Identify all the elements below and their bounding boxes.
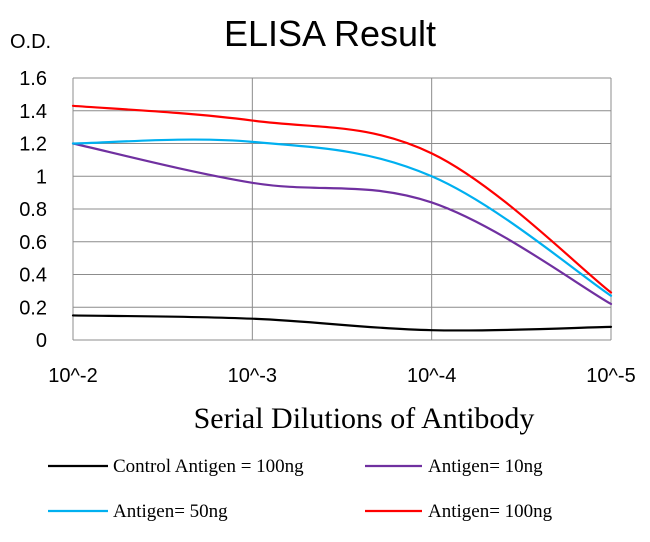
- y-tick-label: 0.4: [19, 265, 47, 287]
- y-tick-label: 1.2: [19, 134, 47, 156]
- x-tick-label: 10^-3: [228, 365, 277, 387]
- legend: Control Antigen = 100ng Antigen= 10ng Anti…: [48, 456, 553, 522]
- series-line-1: [71, 314, 613, 332]
- series-line-2: [71, 142, 613, 306]
- legend-label-1: Control Antigen = 100ng: [113, 456, 304, 477]
- series-line-3: [71, 138, 613, 297]
- y-tick-label: 0: [36, 330, 47, 352]
- x-tick-label: 10^-2: [48, 365, 97, 387]
- x-tick-label: 10^-4: [407, 365, 456, 387]
- legend-label-4: Antigen= 100ng: [428, 501, 553, 522]
- series-line-4: [71, 104, 613, 294]
- plot-area: 0 0.2 0.4 0.6 0.8 1 1.2 1.4 1.6 10^-2 10^-3 10^-4 10…: [19, 68, 636, 387]
- legend-label-2: Antigen= 10ng: [428, 456, 543, 477]
- y-tick-label: 1.6: [19, 68, 47, 90]
- x-tick-label: 10^-5: [586, 365, 635, 387]
- y-axis-label: O.D.: [10, 31, 51, 53]
- y-tick-label: 0.6: [19, 232, 47, 254]
- y-tick-label: 0.8: [19, 199, 47, 221]
- legend-label-3: Antigen= 50ng: [113, 501, 228, 522]
- x-axis-title: Serial Dilutions of Antibody: [194, 402, 535, 435]
- chart-title: ELISA Result: [224, 13, 436, 54]
- y-tick-label: 1.4: [19, 101, 47, 123]
- y-tick-label: 1: [36, 166, 47, 188]
- y-tick-label: 0.2: [19, 297, 47, 319]
